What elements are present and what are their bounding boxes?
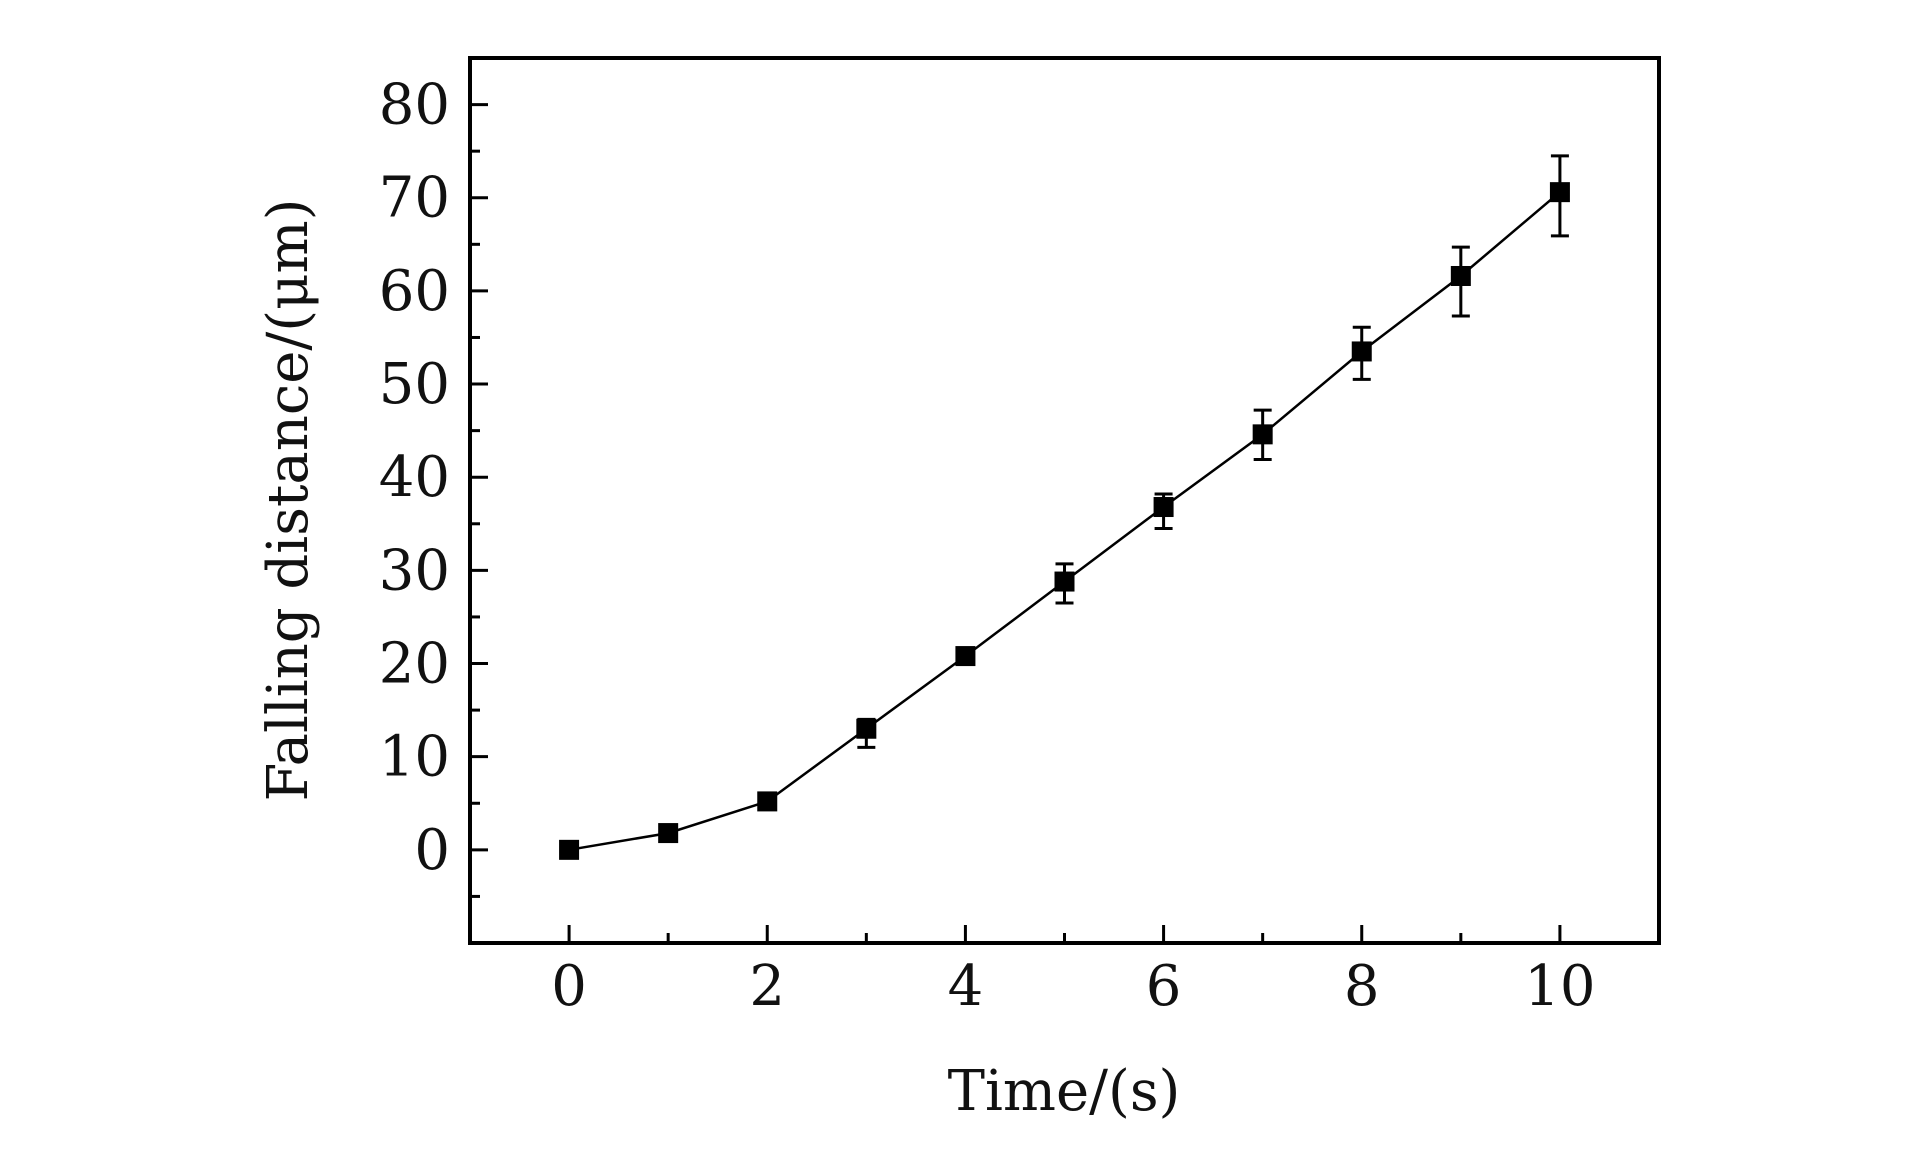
x-tick-label: 0 <box>551 954 587 1019</box>
data-point <box>658 823 679 844</box>
data-point <box>1153 497 1174 518</box>
y-tick-label: 60 <box>379 259 450 324</box>
chart-marks <box>559 154 1570 860</box>
x-tick-label: 4 <box>948 954 984 1019</box>
x-axis-ticks: 0 2 4 6 8 10 <box>551 925 1596 1019</box>
y-tick-label: 80 <box>379 73 450 138</box>
data-point <box>1549 182 1570 203</box>
y-axis-title: Falling distance/(μm) <box>256 199 321 802</box>
data-point <box>559 839 580 860</box>
y-tick-label: 0 <box>414 818 450 883</box>
data-point <box>1252 424 1273 445</box>
y-tick-label: 50 <box>379 352 450 417</box>
y-tick-label: 30 <box>379 538 450 603</box>
y-axis-ticks: 0 10 20 30 40 50 60 70 80 <box>379 73 488 898</box>
y-tick-label: 20 <box>379 632 450 697</box>
x-axis-title: Time/(s) <box>948 1059 1181 1124</box>
x-tick-label: 8 <box>1344 954 1380 1019</box>
y-tick-label: 10 <box>379 725 450 790</box>
data-point <box>1450 265 1471 286</box>
y-tick-label: 40 <box>379 445 450 510</box>
plot-frame <box>468 56 1661 945</box>
x-tick-label: 2 <box>749 954 785 1019</box>
series-line <box>568 191 1561 852</box>
y-tick-label: 70 <box>379 166 450 231</box>
x-tick-label: 6 <box>1146 954 1182 1019</box>
x-tick-label: 10 <box>1524 954 1595 1019</box>
data-point <box>1054 571 1075 592</box>
data-point <box>1351 341 1372 362</box>
data-point <box>955 646 976 667</box>
data-point <box>856 718 877 739</box>
data-point <box>757 791 778 812</box>
